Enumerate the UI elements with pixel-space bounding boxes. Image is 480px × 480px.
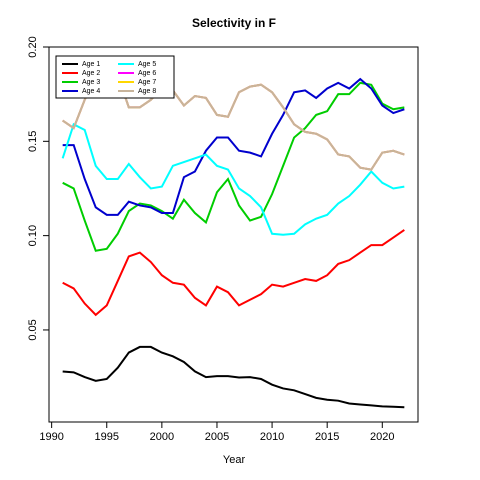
- y-tick-label: 0.10: [27, 225, 39, 246]
- x-tick-label: 2005: [205, 431, 229, 443]
- legend-label: Age 4: [82, 88, 100, 95]
- plot-frame: [48, 46, 419, 423]
- x-axis-label: Year: [223, 454, 246, 466]
- x-tick-label: 2000: [150, 431, 174, 443]
- series-line: [62, 345, 405, 409]
- x-tick-label: 2015: [315, 431, 339, 443]
- series-line: [61, 122, 405, 236]
- y-tick-label: 0.15: [27, 131, 39, 152]
- chart-title: Selectivity in F: [192, 16, 276, 30]
- legend-label: Age 2: [82, 70, 100, 77]
- y-tick-label: 0.05: [27, 319, 39, 340]
- legend-label: Age 5: [138, 61, 156, 68]
- x-tick-label: 2020: [370, 431, 394, 443]
- series-line: [62, 77, 405, 216]
- legend-label: Age 3: [82, 79, 100, 86]
- legend-label: Age 6: [138, 70, 156, 77]
- series-line: [62, 229, 405, 317]
- x-tick-label: 1990: [39, 431, 63, 443]
- series-line: [62, 81, 405, 252]
- y-tick-label: 0.20: [27, 36, 39, 57]
- legend-label: Age 7: [138, 79, 156, 86]
- legend-label: Age 1: [82, 61, 100, 68]
- x-tick-label: 1995: [95, 431, 119, 443]
- legend-label: Age 8: [138, 88, 156, 95]
- x-tick-label: 2010: [260, 431, 284, 443]
